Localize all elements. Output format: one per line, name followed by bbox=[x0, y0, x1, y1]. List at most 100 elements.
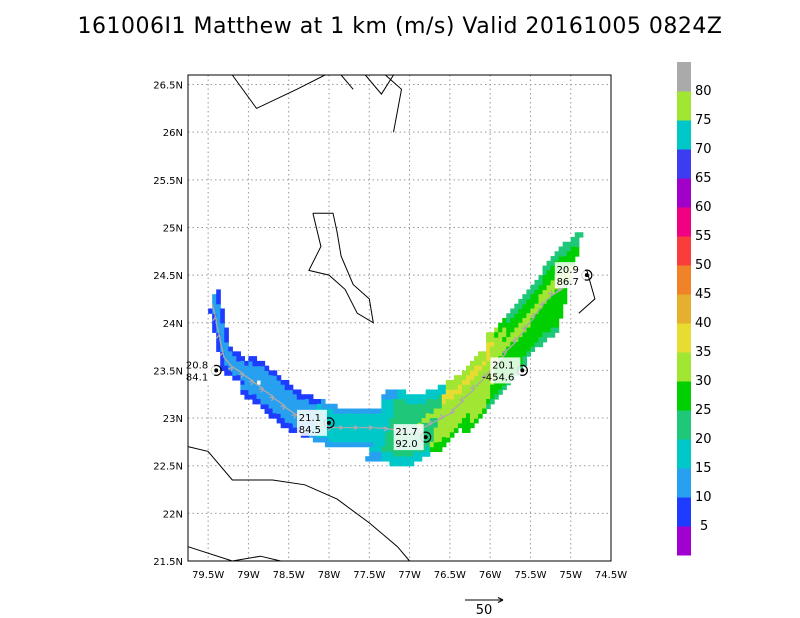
field-cell bbox=[260, 370, 266, 376]
y-tick-label: 24N bbox=[163, 319, 183, 330]
field-cell bbox=[220, 360, 225, 367]
colorbar-label: 25 bbox=[695, 403, 712, 418]
field-cell bbox=[461, 399, 467, 405]
field-cell bbox=[478, 370, 483, 376]
field-cell bbox=[308, 399, 314, 405]
field-cell bbox=[244, 370, 250, 376]
field-cell bbox=[546, 294, 552, 300]
field-cell bbox=[498, 389, 503, 395]
field-cell bbox=[212, 294, 217, 300]
field-cell bbox=[248, 375, 254, 381]
field-cell bbox=[465, 418, 471, 424]
field-cell bbox=[486, 337, 491, 343]
field-cell bbox=[482, 356, 487, 362]
field-cell bbox=[530, 298, 536, 305]
field-cell bbox=[272, 389, 278, 395]
field-cell bbox=[461, 422, 467, 429]
y-tick-label: 25N bbox=[163, 223, 183, 234]
field-cell bbox=[486, 351, 491, 357]
field-cell bbox=[421, 408, 427, 414]
field-cell bbox=[437, 432, 443, 438]
field-cell bbox=[236, 365, 241, 372]
field-cell bbox=[445, 432, 451, 438]
field-cell bbox=[437, 418, 443, 424]
field-cell bbox=[252, 394, 258, 400]
field-cell bbox=[409, 403, 415, 410]
field-cell bbox=[494, 332, 499, 338]
field-cell bbox=[425, 394, 431, 400]
field-cell bbox=[534, 308, 540, 314]
field-cell bbox=[554, 298, 560, 305]
colorbar-label: 40 bbox=[695, 316, 712, 331]
field-cell bbox=[453, 394, 459, 400]
field-cell bbox=[236, 360, 241, 367]
field-cell bbox=[474, 356, 479, 362]
field-cell bbox=[284, 403, 290, 410]
field-cell bbox=[570, 241, 576, 248]
field-cell bbox=[457, 399, 463, 405]
field-cell bbox=[433, 413, 439, 419]
field-cell bbox=[377, 413, 382, 419]
colorbar-label: 45 bbox=[695, 287, 712, 302]
field-cell bbox=[441, 432, 447, 438]
field-cell bbox=[316, 403, 322, 410]
field-cell bbox=[337, 408, 342, 414]
coastline bbox=[308, 212, 374, 324]
field-cell bbox=[474, 408, 479, 414]
field-cell bbox=[425, 446, 431, 453]
storm-center-dot bbox=[584, 273, 589, 278]
field-cell bbox=[554, 256, 560, 262]
field-cell bbox=[421, 399, 427, 405]
field-cell bbox=[482, 360, 487, 367]
field-cell bbox=[337, 413, 342, 419]
field-cell bbox=[546, 313, 552, 319]
field-cell bbox=[550, 322, 556, 329]
field-cell bbox=[534, 332, 540, 338]
field-cell bbox=[453, 375, 459, 381]
field-cell bbox=[292, 408, 298, 414]
field-cell bbox=[570, 237, 576, 243]
field-cell bbox=[449, 399, 455, 405]
field-cell bbox=[514, 318, 519, 324]
field-cell bbox=[494, 351, 499, 357]
field-cell bbox=[526, 294, 532, 300]
field-cell bbox=[538, 303, 544, 310]
field-cell bbox=[518, 356, 523, 362]
field-cell bbox=[542, 289, 548, 295]
field-cell bbox=[240, 365, 245, 372]
field-cell bbox=[381, 422, 386, 429]
field-cell bbox=[232, 351, 237, 357]
field-cell bbox=[441, 427, 447, 433]
colorbar-label: 20 bbox=[695, 432, 712, 447]
field-cell bbox=[429, 403, 435, 410]
field-cell bbox=[530, 284, 536, 291]
field-cell bbox=[288, 403, 294, 410]
field-cell bbox=[562, 294, 568, 300]
y-tick-label: 24.5N bbox=[153, 271, 183, 282]
field-cell bbox=[373, 441, 378, 448]
field-cell bbox=[228, 356, 233, 362]
field-cell bbox=[264, 379, 270, 386]
field-cell bbox=[385, 418, 391, 424]
field-cell bbox=[546, 332, 552, 338]
field-cell bbox=[510, 313, 515, 319]
field-cell bbox=[538, 337, 544, 343]
field-cell bbox=[421, 422, 427, 429]
field-cell bbox=[522, 360, 527, 367]
field-cell bbox=[433, 422, 439, 429]
field-cell bbox=[268, 370, 274, 376]
field-cell bbox=[353, 418, 358, 424]
field-cell bbox=[566, 241, 572, 248]
field-cell bbox=[558, 289, 564, 295]
field-cell bbox=[385, 389, 391, 395]
field-cell bbox=[345, 422, 350, 429]
field-cell bbox=[417, 413, 423, 419]
field-cell bbox=[538, 298, 544, 305]
field-cell bbox=[449, 379, 455, 386]
field-cell bbox=[288, 394, 294, 400]
field-cell bbox=[470, 365, 475, 372]
field-cell bbox=[518, 313, 523, 319]
field-cell bbox=[474, 399, 479, 405]
field-cell bbox=[276, 408, 282, 414]
field-cell bbox=[212, 318, 217, 324]
